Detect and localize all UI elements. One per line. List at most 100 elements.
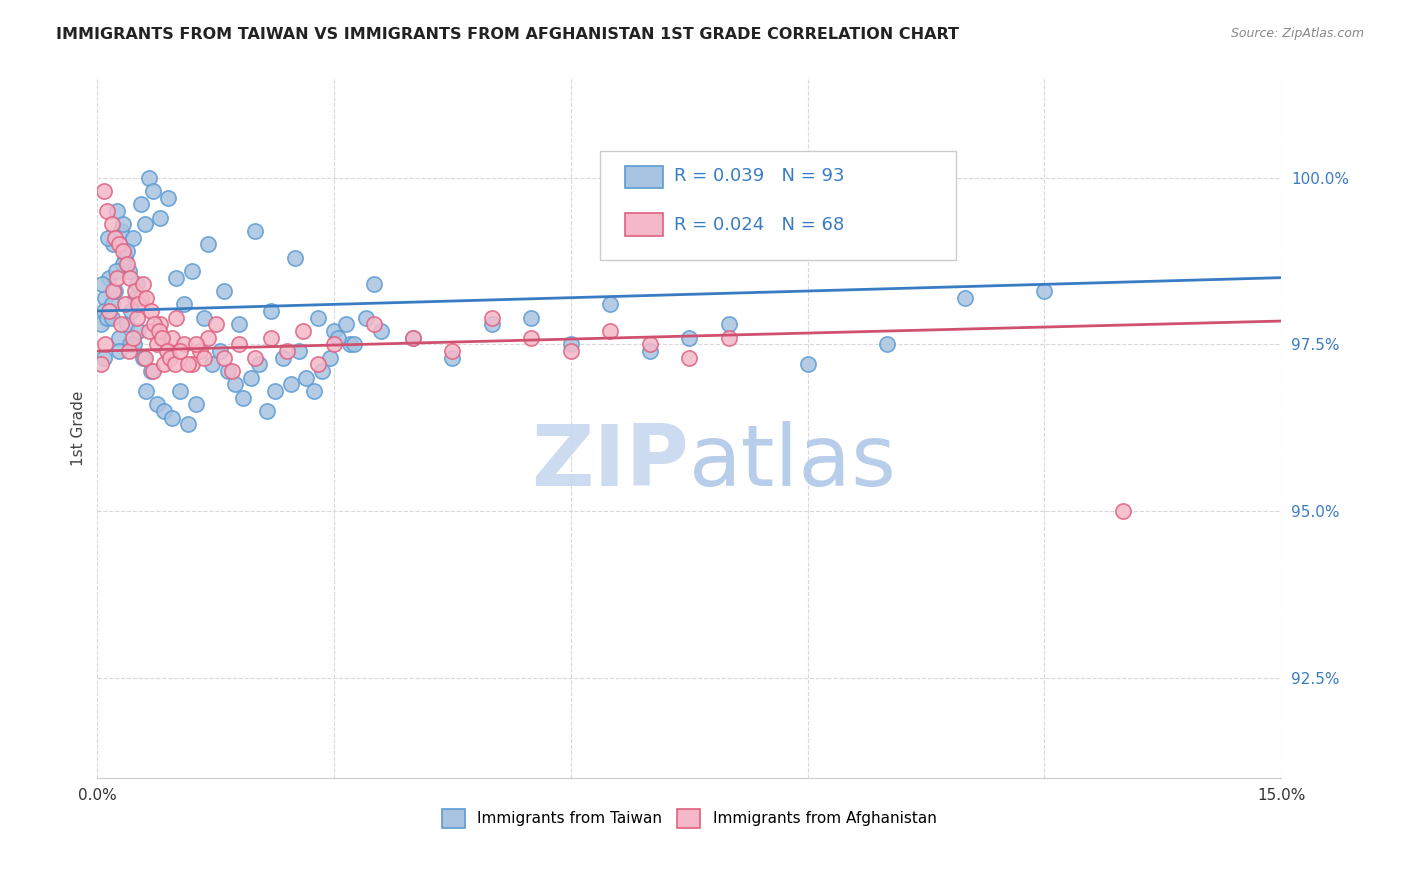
Point bbox=[101, 310, 124, 325]
Point bbox=[193, 351, 215, 365]
Point bbox=[132, 277, 155, 292]
Point bbox=[110, 318, 132, 332]
Point bbox=[98, 304, 121, 318]
Point bbox=[520, 310, 543, 325]
Point bbox=[120, 304, 142, 318]
Point bbox=[247, 358, 270, 372]
Point bbox=[114, 297, 136, 311]
Point bbox=[94, 291, 117, 305]
Point bbox=[169, 344, 191, 359]
Point bbox=[177, 417, 200, 432]
Point bbox=[326, 331, 349, 345]
Text: atlas: atlas bbox=[689, 421, 897, 504]
Point bbox=[104, 264, 127, 278]
Text: IMMIGRANTS FROM TAIWAN VS IMMIGRANTS FROM AFGHANISTAN 1ST GRADE CORRELATION CHAR: IMMIGRANTS FROM TAIWAN VS IMMIGRANTS FRO… bbox=[56, 27, 959, 42]
Point bbox=[93, 351, 115, 365]
Point bbox=[112, 217, 135, 231]
Point bbox=[162, 410, 184, 425]
Point bbox=[93, 184, 115, 198]
Point bbox=[560, 337, 582, 351]
Point bbox=[184, 397, 207, 411]
Point bbox=[159, 351, 181, 365]
Point bbox=[142, 184, 165, 198]
FancyBboxPatch shape bbox=[626, 213, 664, 235]
Point bbox=[291, 324, 314, 338]
Point bbox=[343, 337, 366, 351]
Point bbox=[134, 351, 156, 365]
Point bbox=[114, 251, 136, 265]
Point bbox=[124, 291, 146, 305]
Point bbox=[638, 337, 661, 351]
Point bbox=[188, 344, 211, 359]
Point bbox=[876, 337, 898, 351]
Point bbox=[145, 397, 167, 411]
Point bbox=[110, 224, 132, 238]
Point bbox=[717, 318, 740, 332]
Point bbox=[304, 384, 326, 398]
Point bbox=[638, 344, 661, 359]
Point bbox=[228, 318, 250, 332]
Point bbox=[212, 284, 235, 298]
Point bbox=[118, 344, 141, 359]
Point bbox=[264, 384, 287, 398]
Point bbox=[339, 337, 361, 351]
Point bbox=[280, 377, 302, 392]
Point bbox=[441, 351, 464, 365]
Point bbox=[177, 358, 200, 372]
Point bbox=[120, 270, 142, 285]
Point bbox=[363, 318, 385, 332]
Point bbox=[100, 217, 122, 231]
Point bbox=[208, 344, 231, 359]
Point bbox=[105, 203, 128, 218]
Point bbox=[163, 358, 186, 372]
Point bbox=[260, 331, 283, 345]
Point bbox=[129, 197, 152, 211]
Point bbox=[363, 277, 385, 292]
FancyBboxPatch shape bbox=[626, 166, 664, 188]
Point bbox=[138, 324, 160, 338]
Point bbox=[90, 318, 112, 332]
Point bbox=[149, 211, 172, 225]
Point bbox=[139, 304, 162, 318]
Point bbox=[169, 384, 191, 398]
Point bbox=[481, 318, 503, 332]
Point bbox=[127, 297, 149, 311]
Point bbox=[139, 364, 162, 378]
Point bbox=[124, 284, 146, 298]
Text: R = 0.024   N = 68: R = 0.024 N = 68 bbox=[673, 216, 844, 234]
FancyBboxPatch shape bbox=[600, 151, 956, 260]
Point bbox=[120, 337, 142, 351]
Text: R = 0.039   N = 93: R = 0.039 N = 93 bbox=[673, 167, 845, 185]
Point bbox=[184, 337, 207, 351]
Point bbox=[156, 344, 179, 359]
Point bbox=[97, 230, 120, 244]
Point bbox=[165, 270, 187, 285]
Point bbox=[104, 230, 127, 244]
Point bbox=[96, 203, 118, 218]
Point bbox=[150, 331, 173, 345]
Point bbox=[217, 364, 239, 378]
Point bbox=[260, 304, 283, 318]
Point bbox=[104, 284, 127, 298]
Point bbox=[125, 277, 148, 292]
Point bbox=[197, 331, 219, 345]
Point bbox=[121, 331, 143, 345]
Point bbox=[370, 324, 392, 338]
Point bbox=[101, 237, 124, 252]
Point bbox=[129, 291, 152, 305]
Point bbox=[295, 371, 318, 385]
Point bbox=[271, 351, 294, 365]
Point bbox=[111, 244, 134, 258]
Point bbox=[276, 344, 298, 359]
Point bbox=[143, 318, 166, 332]
Point bbox=[319, 351, 342, 365]
Point bbox=[121, 230, 143, 244]
Point bbox=[204, 318, 226, 332]
Point bbox=[148, 324, 170, 338]
Point bbox=[117, 257, 139, 271]
Legend: Immigrants from Taiwan, Immigrants from Afghanistan: Immigrants from Taiwan, Immigrants from … bbox=[436, 803, 942, 834]
Y-axis label: 1st Grade: 1st Grade bbox=[72, 390, 86, 466]
Point bbox=[100, 297, 122, 311]
Point bbox=[132, 351, 155, 365]
Point bbox=[323, 324, 346, 338]
